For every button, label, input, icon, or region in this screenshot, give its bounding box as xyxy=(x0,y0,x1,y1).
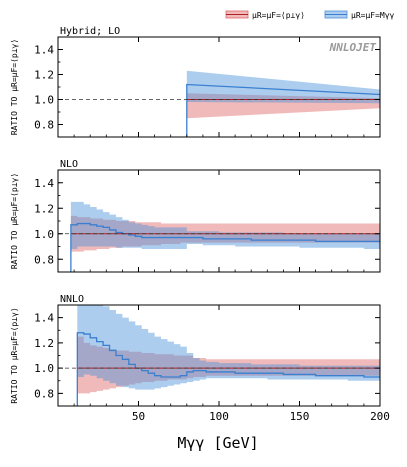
y-tick-label-1-3: 1.4 xyxy=(34,177,54,190)
panel-plot-0 xyxy=(58,70,380,137)
y-tick-label-2-0: 0.8 xyxy=(34,387,54,400)
panel-plot-1 xyxy=(58,201,380,272)
panel-title-2: NNLO xyxy=(60,294,84,305)
nnlojet-logo: NNLOJET xyxy=(329,41,377,54)
panel-0: 0.8 1.0 1.2 1.4 Hybrid; LO RATIO TO μR=μF=⟨p⊥… xyxy=(10,26,381,138)
alternative-band-0 xyxy=(186,70,380,104)
y-tick-label-0-2: 1.2 xyxy=(34,69,54,82)
x-tick-label-1: 100 xyxy=(209,410,229,423)
alternative-band-2 xyxy=(77,305,380,390)
panels: 0.8 1.0 1.2 1.4 Hybrid; LO RATIO TO μR=μF=⟨p⊥… xyxy=(10,26,390,423)
y-tick-label-0-1: 1.0 xyxy=(34,94,54,107)
y-tick-label-0-0: 0.8 xyxy=(34,119,54,132)
alternative-central-line-1 xyxy=(70,222,380,272)
alternative-central-line-2 xyxy=(76,332,380,406)
x-axis-label: Mγγ [GeV] xyxy=(177,434,258,452)
legend-label-alternative: μR=μF=Mγγ xyxy=(351,11,395,20)
x-tick-label-0: 50 xyxy=(132,410,145,423)
panel-title-1: NLO xyxy=(60,159,78,170)
panel-2: 0.8 1.0 1.2 1.4 50 100 150 200 NNLO RATIO TO μR=μ… xyxy=(10,294,390,423)
y-tick-label-2-3: 1.4 xyxy=(34,312,54,325)
y-tick-label-1-0: 0.8 xyxy=(34,253,54,266)
panel-plot-2 xyxy=(58,305,380,406)
y-tick-label-1-1: 1.0 xyxy=(34,228,54,241)
y-axis-label-1: RATIO TO μR=μF=⟨p⊥γ⟩ xyxy=(10,173,19,269)
y-tick-label-2-2: 1.2 xyxy=(34,337,54,350)
x-tick-label-3: 200 xyxy=(370,410,390,423)
y-tick-label-1-2: 1.2 xyxy=(34,202,54,215)
alternative-central-line-0 xyxy=(186,83,380,137)
x-tick-label-2: 150 xyxy=(290,410,310,423)
legend-label-reference: μR=μF=⟨p⊥γ⟩ xyxy=(252,11,305,20)
y-tick-label-0-3: 1.4 xyxy=(34,44,54,57)
y-axis-label-0: RATIO TO μR=μF=⟨p⊥γ⟩ xyxy=(10,39,19,135)
y-axis-label-2: RATIO TO μR=μF=⟨p⊥γ⟩ xyxy=(10,307,19,403)
panel-title-0: Hybrid; LO xyxy=(60,26,120,37)
y-tick-label-2-1: 1.0 xyxy=(34,362,54,375)
legend: μR=μF=⟨p⊥γ⟩ μR=μF=Mγγ xyxy=(225,10,395,20)
reference-band-2 xyxy=(77,336,380,394)
panel-1: 0.8 1.0 1.2 1.4 NLO RATIO TO μR=μF=⟨p⊥γ⟩ xyxy=(10,159,381,273)
